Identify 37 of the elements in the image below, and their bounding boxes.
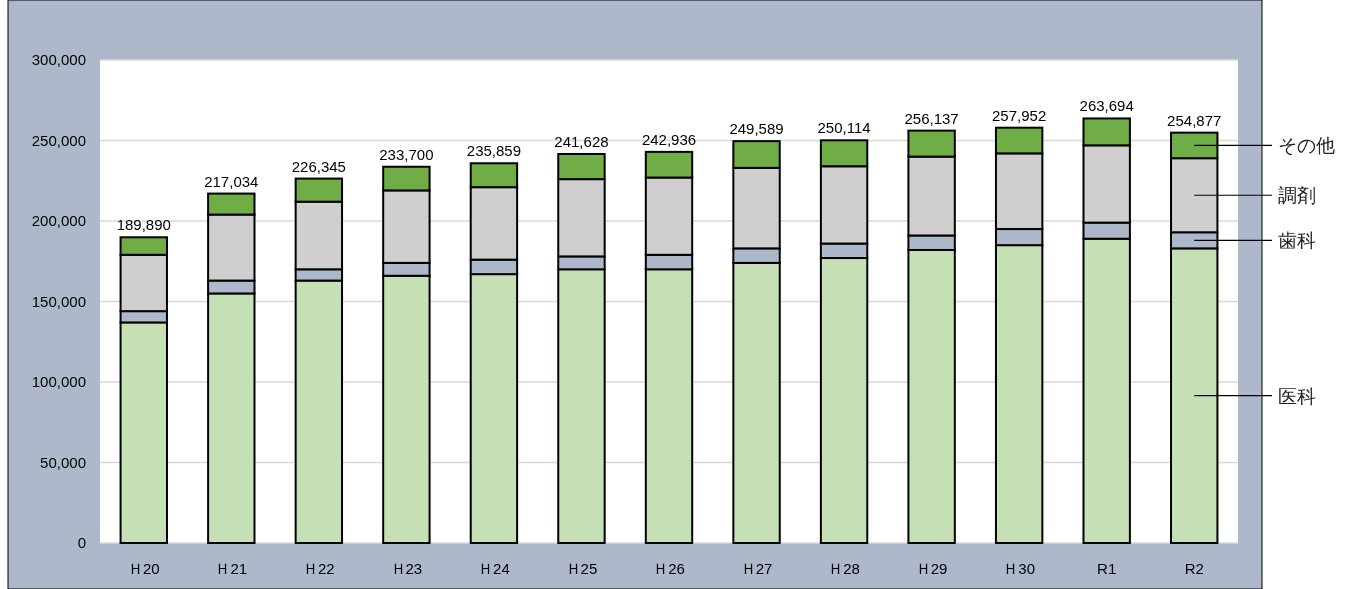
x-tick-label: Ｈ24 [478, 560, 510, 577]
x-tick-label: Ｈ30 [1003, 560, 1035, 577]
x-tick-label: Ｈ20 [127, 560, 160, 577]
total-label: 254,877 [1167, 111, 1222, 129]
y-tick-label: 50,000 [40, 453, 86, 471]
y-tick-label: 250,000 [31, 131, 86, 149]
x-tick-label: Ｈ21 [215, 560, 248, 577]
total-label: 242,936 [641, 130, 697, 148]
total-label: 257,952 [992, 106, 1047, 124]
y-tick-label: 300,000 [31, 51, 86, 68]
y-tick-label: 150,000 [31, 292, 86, 310]
legend-label: 調剤 [1278, 185, 1316, 207]
y-tick-label: 0 [77, 534, 86, 551]
y-tick-label: 100,000 [31, 373, 86, 390]
total-label: 217,034 [204, 172, 259, 190]
total-label: 256,137 [904, 109, 959, 127]
total-label: 189,890 [116, 216, 171, 234]
legend-label: 医科 [1278, 385, 1316, 407]
x-tick-label: Ｈ23 [390, 560, 423, 577]
x-tick-label: Ｈ29 [915, 560, 948, 577]
total-label: 249,589 [729, 120, 784, 138]
total-label: 241,628 [554, 132, 609, 150]
total-label: 226,345 [291, 157, 346, 175]
x-tick-label: R2 [1184, 560, 1204, 577]
legend-label: 歯科 [1278, 230, 1316, 252]
total-label: 235,859 [466, 142, 522, 160]
x-tick-label: Ｈ28 [828, 560, 860, 577]
x-tick-label: R1 [1097, 560, 1117, 577]
total-label: 263,694 [1079, 97, 1134, 115]
y-tick-label: 200,000 [31, 212, 86, 229]
x-tick-label: Ｈ22 [303, 560, 335, 577]
total-label: 233,700 [379, 145, 434, 163]
x-tick-label: Ｈ25 [565, 560, 598, 577]
total-label: 250,114 [817, 119, 871, 137]
x-tick-label: Ｈ26 [653, 560, 685, 577]
legend-label: その他 [1278, 135, 1335, 157]
x-tick-label: Ｈ27 [740, 560, 773, 577]
